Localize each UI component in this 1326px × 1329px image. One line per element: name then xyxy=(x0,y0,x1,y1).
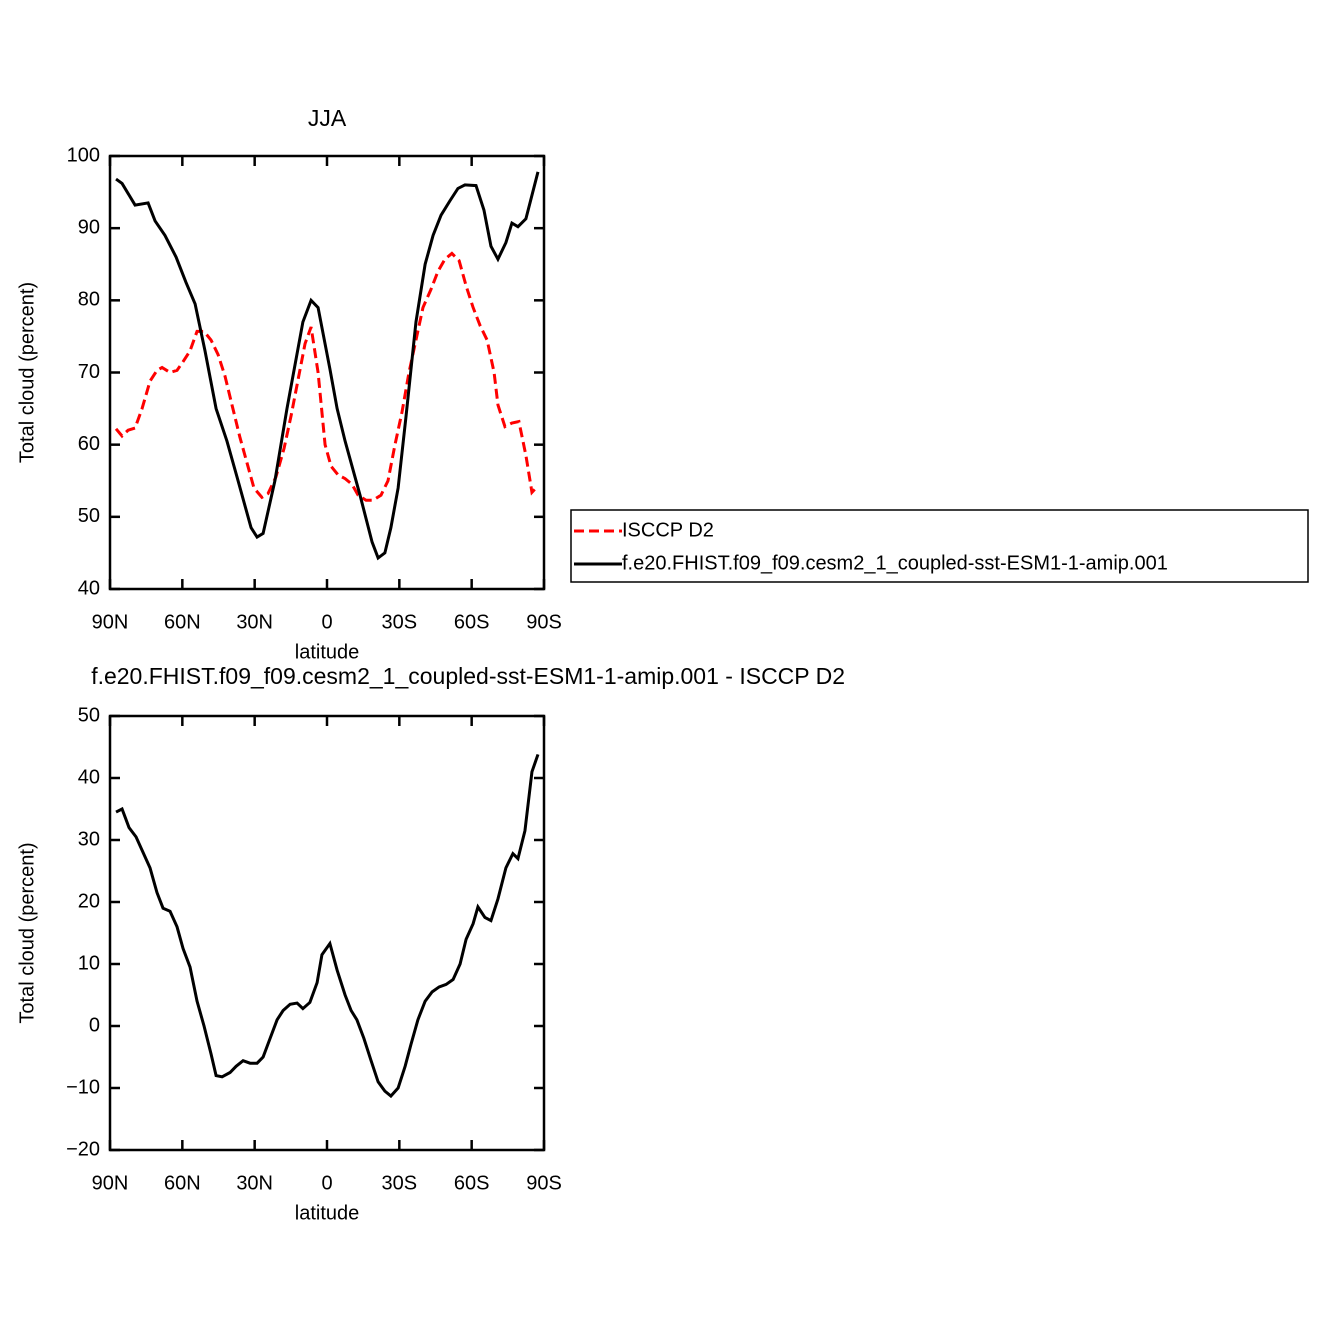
y-tick-label: 30 xyxy=(78,828,100,850)
data-line xyxy=(115,753,540,1099)
x-tick-label: 60S xyxy=(454,1172,490,1194)
x-tick-label: 30S xyxy=(382,1172,418,1194)
y-tick-label: 40 xyxy=(78,766,100,788)
x-tick-label: 60S xyxy=(454,611,490,633)
x-axis-label: latitude xyxy=(295,641,360,663)
x-tick-label: 90S xyxy=(526,611,562,633)
y-tick-label: 100 xyxy=(67,144,100,166)
y-axis-label: Total cloud (percent) xyxy=(16,842,38,1023)
y-axis-label: Total cloud (percent) xyxy=(16,282,38,463)
y-tick-label: 90 xyxy=(78,216,100,238)
data-line xyxy=(114,251,540,502)
legend-box xyxy=(570,509,1309,583)
y-tick-label: −20 xyxy=(66,1138,100,1160)
y-tick-label: 70 xyxy=(78,361,100,383)
y-tick-label: 10 xyxy=(78,952,100,974)
y-tick-label: 80 xyxy=(78,289,100,311)
plot-frame xyxy=(108,154,546,591)
plot-frame xyxy=(108,714,546,1152)
legend-label: ISCCP D2 xyxy=(622,519,714,541)
x-tick-label: 90S xyxy=(526,1172,562,1194)
y-tick-label: 20 xyxy=(78,890,100,912)
y-tick-label: −10 xyxy=(66,1076,100,1098)
x-tick-label: 30N xyxy=(236,611,273,633)
x-tick-label: 90N xyxy=(92,611,129,633)
x-tick-label: 90N xyxy=(92,1172,129,1194)
y-tick-label: 50 xyxy=(78,505,100,527)
x-tick-label: 0 xyxy=(321,611,332,633)
y-tick-label: 60 xyxy=(78,433,100,455)
y-tick-label: 0 xyxy=(89,1014,100,1036)
y-tick-label: 40 xyxy=(78,577,100,599)
x-tick-label: 0 xyxy=(321,1172,332,1194)
x-axis-label: latitude xyxy=(295,1202,360,1224)
y-tick-label: 50 xyxy=(78,704,100,726)
x-tick-label: 30N xyxy=(236,1172,273,1194)
data-line xyxy=(115,171,540,561)
chart-title: JJA xyxy=(308,105,347,131)
legend-label: f.e20.FHIST.f09_f09.cesm2_1_coupled-sst-… xyxy=(622,552,1168,574)
x-tick-label: 30S xyxy=(382,611,418,633)
x-tick-label: 60N xyxy=(164,1172,201,1194)
chart-title: f.e20.FHIST.f09_f09.cesm2_1_coupled-sst-… xyxy=(91,663,845,689)
x-tick-label: 60N xyxy=(164,611,201,633)
